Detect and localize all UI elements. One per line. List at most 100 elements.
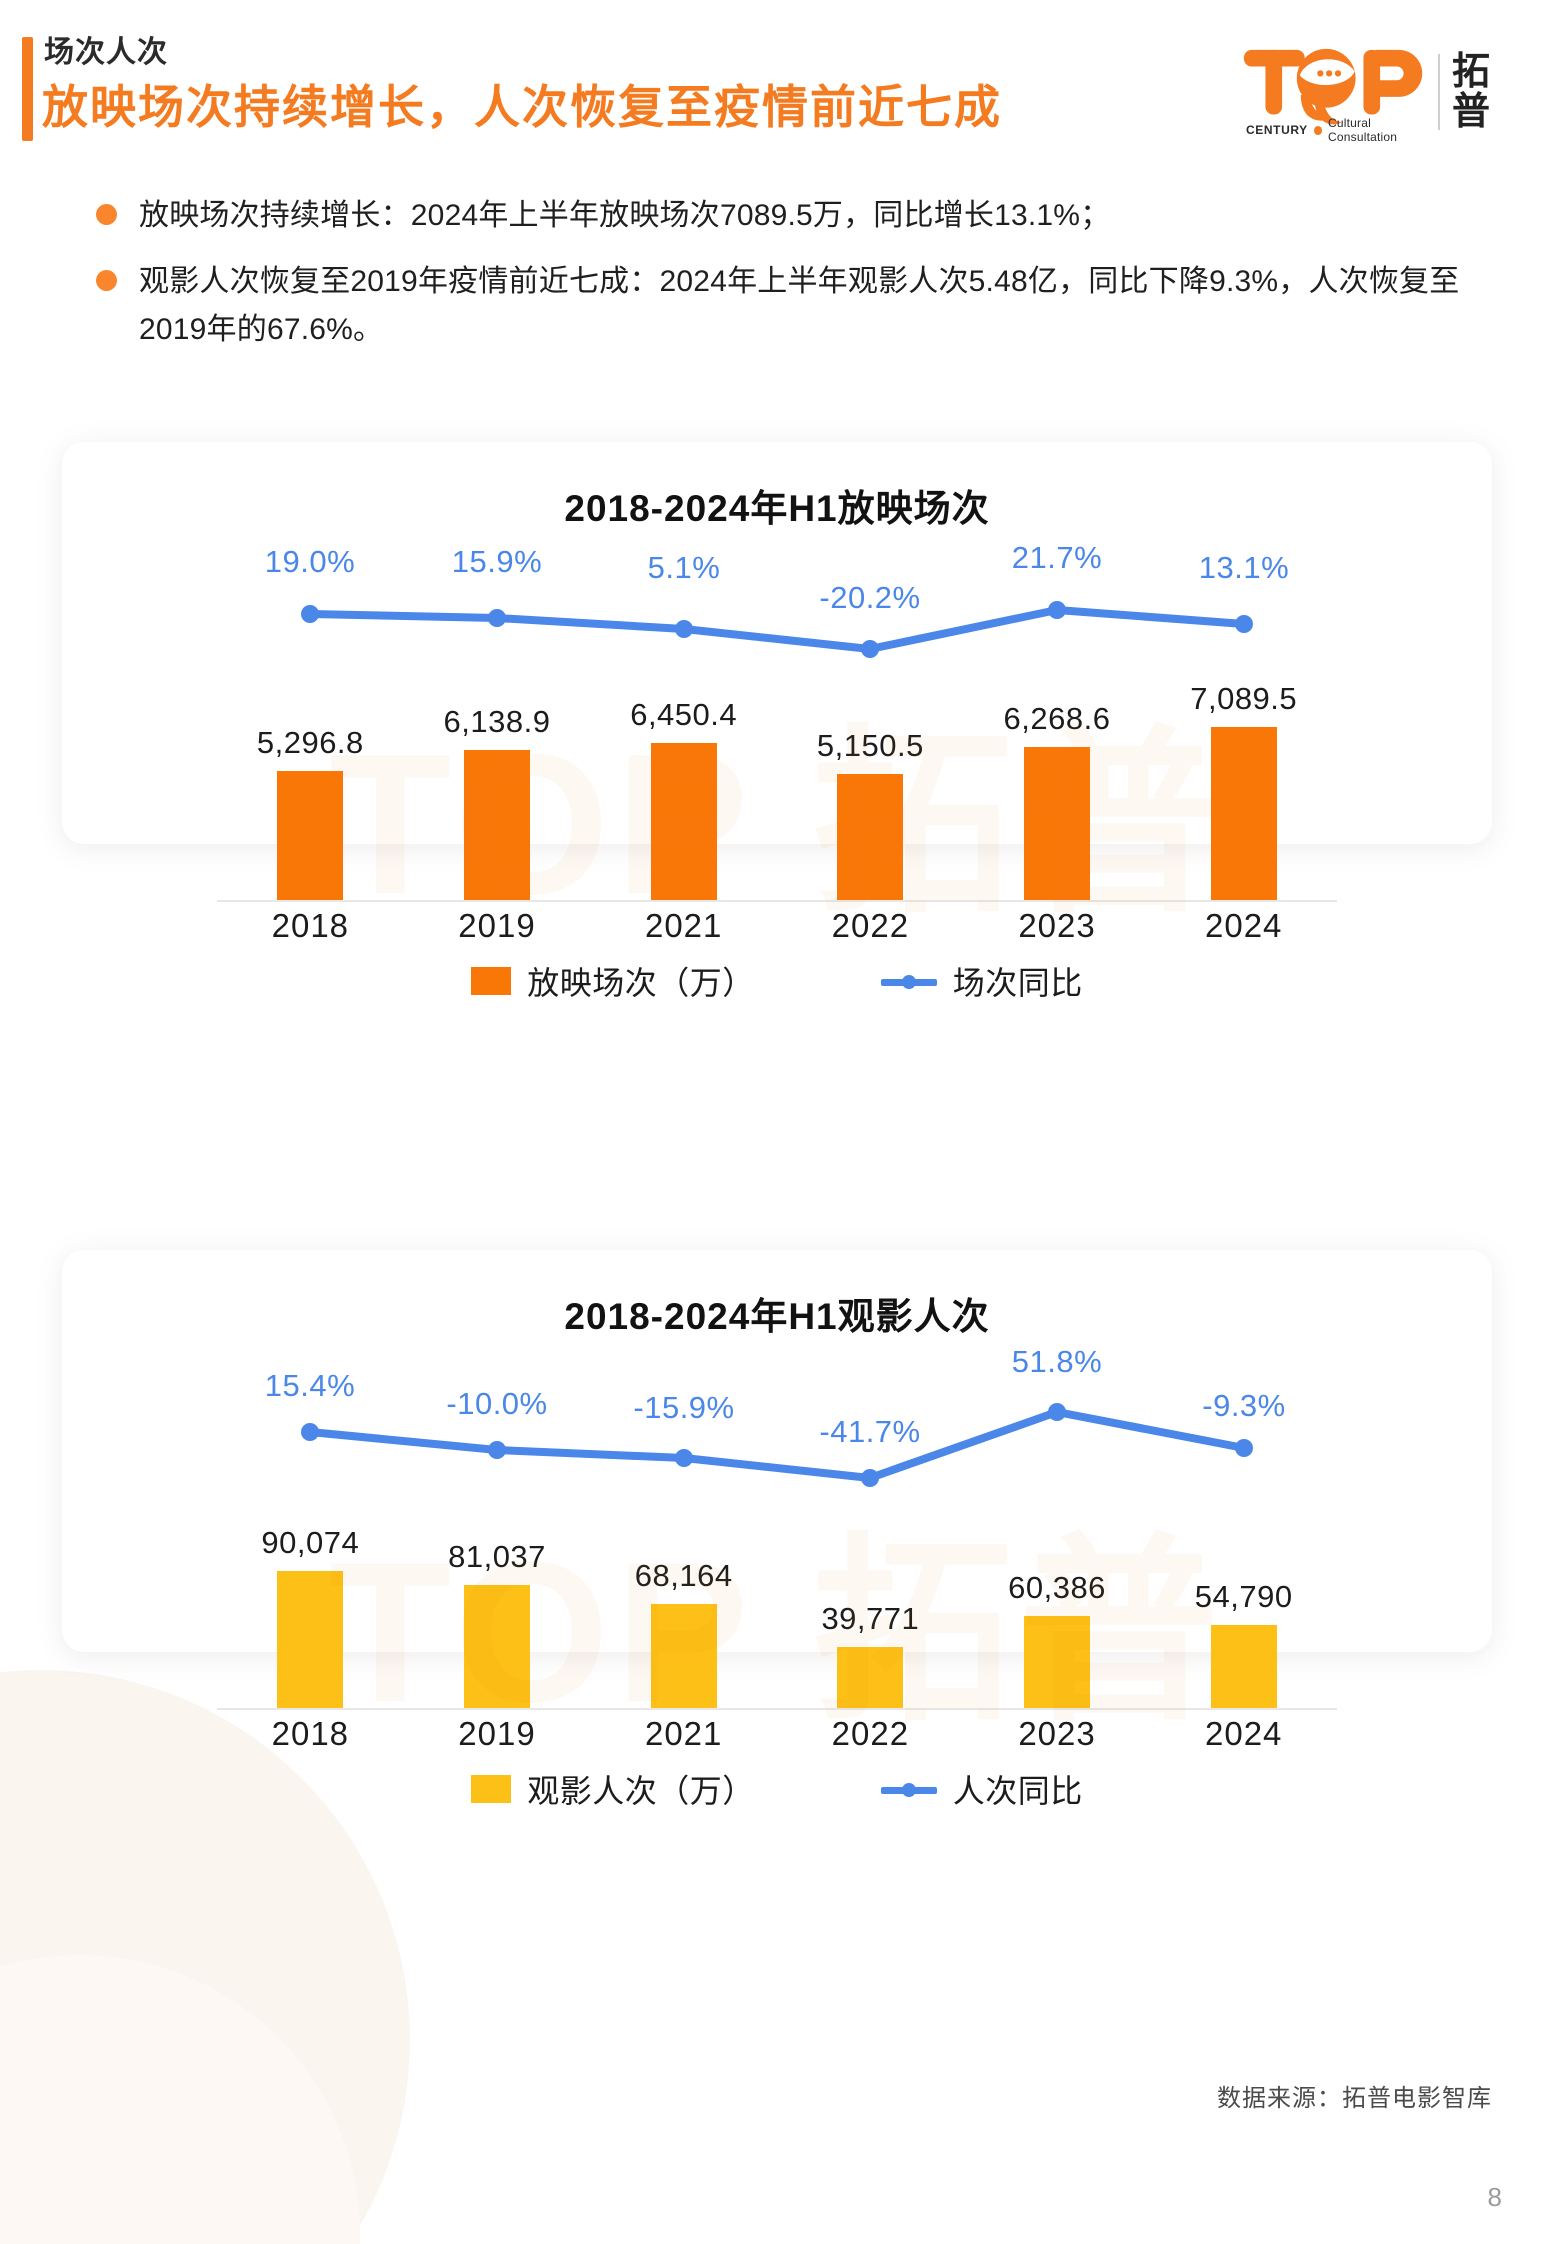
bullet-text: 观影人次恢复至2019年疫情前近七成：2024年上半年观影人次5.48亿，同比下… bbox=[139, 265, 1460, 346]
bar-cell: 7,089.5 bbox=[1150, 600, 1337, 900]
x-axis-admissions: 2018 2019 2021 2022 2023 2024 bbox=[217, 1712, 1337, 1760]
line-value-label: -9.3% bbox=[1202, 1388, 1286, 1423]
bar-cell: 6,450.4 bbox=[590, 600, 777, 900]
bar-value-label: 60,386 bbox=[1008, 1570, 1106, 1605]
bar-cell: 81,037 bbox=[404, 1408, 591, 1708]
x-tick: 2022 bbox=[831, 907, 910, 944]
bar-cell: 60,386 bbox=[964, 1408, 1151, 1708]
x-tick: 2024 bbox=[1204, 907, 1283, 944]
brand-logo: CENTURY Cultural Consultation 拓 普 bbox=[1238, 36, 1516, 148]
legend-swatch-icon bbox=[471, 967, 512, 995]
x-tick: 2024 bbox=[1204, 1715, 1283, 1752]
bar bbox=[1024, 747, 1091, 900]
accent-bar bbox=[22, 37, 33, 141]
logo-tagline-left: CENTURY bbox=[1246, 123, 1308, 137]
bar-cell: 6,268.6 bbox=[964, 600, 1151, 900]
line-value-label: -20.2% bbox=[819, 580, 921, 615]
x-tick: 2021 bbox=[644, 907, 723, 944]
x-tick: 2019 bbox=[458, 907, 536, 944]
x-tick: 2021 bbox=[644, 1715, 723, 1752]
page-title: 放映场次持续增长，人次恢复至疫情前近七成 bbox=[42, 81, 1002, 133]
bar-value-label: 81,037 bbox=[448, 1539, 546, 1574]
list-item: 放映场次持续增长：2024年上半年放映场次7089.5万，同比增长13.1%； bbox=[96, 192, 1516, 240]
logo-cn-char-1: 拓 bbox=[1452, 51, 1491, 93]
line-value-label: 15.9% bbox=[451, 544, 543, 579]
logo-bullet-dot bbox=[1313, 125, 1323, 135]
x-tick: 2023 bbox=[1018, 1715, 1096, 1752]
legend-item-line[interactable]: 人次同比 bbox=[880, 1766, 1083, 1812]
page-kicker: 场次人次 bbox=[44, 36, 168, 69]
bar bbox=[1210, 1625, 1277, 1708]
bullet-text: 放映场次持续增长：2024年上半年放映场次7089.5万，同比增长13.1%； bbox=[139, 199, 1111, 232]
data-source-note: 数据来源：拓普电影智库 bbox=[1217, 2085, 1492, 2112]
page-header: 场次人次 放映场次持续增长，人次恢复至疫情前近七成 bbox=[0, 34, 1554, 144]
x-tick: 2018 bbox=[271, 907, 350, 944]
top-logo-icon: CENTURY Cultural Consultation bbox=[1238, 38, 1434, 146]
bar-cell: 68,164 bbox=[590, 1408, 777, 1708]
bar-cell: 5,296.8 bbox=[217, 600, 404, 900]
line-value-label: 15.4% bbox=[264, 1368, 356, 1403]
bar bbox=[464, 750, 530, 900]
line-value-label: -41.7% bbox=[819, 1414, 921, 1449]
page-number: 8 bbox=[1487, 2182, 1502, 2212]
legend-line-icon bbox=[880, 974, 937, 989]
bar-value-label: 6,268.6 bbox=[1003, 701, 1111, 736]
legend-label: 场次同比 bbox=[952, 965, 1083, 1001]
bar-series-showings: 5,296.8 6,138.9 6,450.4 5,150.5 6,268.6 bbox=[217, 600, 1337, 900]
bar-value-label: 54,790 bbox=[1194, 1579, 1293, 1614]
bar bbox=[1210, 727, 1277, 900]
chart-title: 2018-2024年H1观影人次 bbox=[564, 1296, 990, 1337]
logo-chinese-name: 拓 普 bbox=[1452, 52, 1490, 132]
legend-admissions: 观影人次（万） 人次同比 bbox=[62, 1766, 1492, 1812]
x-axis-line bbox=[217, 1708, 1337, 1710]
bar-value-label: 68,164 bbox=[634, 1558, 733, 1593]
x-tick: 2019 bbox=[458, 1715, 536, 1752]
legend-showings: 放映场次（万） 场次同比 bbox=[62, 958, 1492, 1004]
line-value-label: -10.0% bbox=[446, 1386, 548, 1421]
plot-area-admissions: 90,074 81,037 68,164 39,771 60,386 bbox=[217, 1340, 1337, 1760]
chart-admissions: TOP 拓普 2018-2024年H1观影人次 90,074 81,037 68… bbox=[62, 1278, 1492, 1978]
bar bbox=[837, 1647, 904, 1708]
x-tick: 2023 bbox=[1018, 907, 1096, 944]
logo-tagline-right: Cultural Consultation bbox=[1328, 116, 1398, 144]
bar-value-label: 39,771 bbox=[821, 1601, 920, 1636]
line-value-label: 51.8% bbox=[1011, 1344, 1103, 1379]
legend-line-icon bbox=[880, 1782, 937, 1797]
logo-divider bbox=[1438, 54, 1440, 130]
line-value-label: 19.0% bbox=[264, 544, 356, 579]
bar-cell: 6,138.9 bbox=[404, 600, 591, 900]
bar-value-label: 6,450.4 bbox=[630, 697, 738, 732]
bullet-dot-icon bbox=[96, 204, 117, 225]
line-value-label: 13.1% bbox=[1198, 550, 1290, 585]
legend-swatch-icon bbox=[471, 1775, 512, 1803]
bullet-list: 放映场次持续增长：2024年上半年放映场次7089.5万，同比增长13.1%； … bbox=[96, 192, 1516, 372]
bar bbox=[650, 743, 717, 900]
bar-value-label: 6,138.9 bbox=[443, 704, 551, 739]
bar bbox=[837, 774, 904, 900]
bar-value-label: 5,296.8 bbox=[256, 725, 364, 760]
list-item: 观影人次恢复至2019年疫情前近七成：2024年上半年观影人次5.48亿，同比下… bbox=[96, 258, 1516, 354]
x-axis-showings: 2018 2019 2021 2022 2023 2024 bbox=[217, 904, 1337, 952]
bar-value-label: 7,089.5 bbox=[1190, 681, 1298, 716]
line-value-label: -15.9% bbox=[633, 1390, 735, 1425]
line-value-label: 5.1% bbox=[647, 550, 721, 585]
chart-title: 2018-2024年H1放映场次 bbox=[564, 488, 990, 529]
legend-item-line[interactable]: 场次同比 bbox=[880, 958, 1083, 1004]
line-value-label: 21.7% bbox=[1011, 540, 1103, 575]
bar-cell: 54,790 bbox=[1150, 1408, 1337, 1708]
bar bbox=[277, 1571, 344, 1708]
bar bbox=[650, 1604, 717, 1708]
legend-item-bar[interactable]: 放映场次（万） bbox=[471, 958, 755, 1004]
legend-label: 人次同比 bbox=[952, 1773, 1083, 1809]
x-axis-line bbox=[217, 900, 1337, 902]
plot-area-showings: 5,296.8 6,138.9 6,450.4 5,150.5 6,268.6 bbox=[217, 532, 1337, 952]
bar-value-label: 5,150.5 bbox=[816, 728, 924, 763]
bar bbox=[1024, 1616, 1091, 1708]
legend-item-bar[interactable]: 观影人次（万） bbox=[471, 1766, 755, 1812]
bar-series-admissions: 90,074 81,037 68,164 39,771 60,386 bbox=[217, 1408, 1337, 1708]
logo-cn-char-2: 普 bbox=[1452, 91, 1491, 133]
bar bbox=[277, 771, 344, 900]
chart-showings: TOP 拓普 2018-2024年H1放映场次 5,296.8 6,138.9 … bbox=[62, 470, 1492, 1170]
legend-label: 放映场次（万） bbox=[527, 965, 755, 1001]
